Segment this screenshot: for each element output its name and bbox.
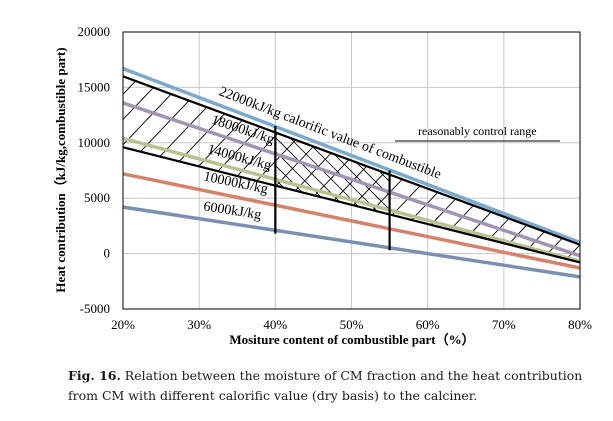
series-line-2 [122, 136, 581, 264]
x-tick-label: 50% [340, 317, 364, 332]
crosshatch-line [275, 132, 390, 215]
hatch-line [158, 76, 423, 263]
hatch-line [446, 76, 580, 263]
crosshatch-line [275, 132, 390, 215]
y-tick-label: 20000 [78, 24, 111, 39]
hatch-line [470, 76, 580, 263]
crosshatch-line [0, 32, 27, 309]
crosshatch-line [275, 132, 390, 215]
hatch-line [123, 76, 231, 263]
crosshatch-line [275, 132, 322, 215]
crosshatch-line [323, 132, 390, 215]
hatch-line [518, 76, 580, 263]
crosshatch-line [275, 132, 390, 215]
y-tick-label: 10000 [78, 135, 111, 150]
x-axis-title: Mositure content of combustible part（%） [229, 332, 474, 347]
chart: -5000 0 5000 10000 15000 20000 20% 30% 40% 50% 60… [0, 24, 613, 347]
y-tick-label: 5000 [84, 190, 110, 205]
control-verticals [274, 126, 391, 251]
crosshatch-line [0, 32, 13, 309]
y-axis-title: Heat contribution（kJ/kg,combustible part… [53, 47, 68, 292]
crosshatch-line [450, 32, 613, 309]
x-tick-label: 30% [187, 317, 211, 332]
curve-labels: 22000kJ/kg calorific value of combustibl… [202, 85, 443, 224]
crosshatch-line [0, 32, 83, 309]
figure-number: Fig. 16. [68, 368, 121, 383]
y-tick-labels: -5000 0 5000 10000 15000 20000 [78, 24, 111, 316]
crosshatch-line [275, 132, 390, 215]
x-tick-label: 20% [111, 317, 135, 332]
crosshatch-line [0, 32, 41, 309]
hatch-line [123, 76, 207, 263]
crosshatch-line [0, 32, 195, 309]
x-tick-label: 80% [568, 317, 592, 332]
hatch-line [0, 32, 14, 309]
y-tick-label: 0 [104, 246, 111, 261]
crosshatch-line [275, 132, 336, 215]
x-tick-label: 70% [492, 317, 516, 332]
y-tick-label: 15000 [78, 79, 111, 94]
series-line-0 [122, 66, 581, 245]
crosshatch-line [464, 32, 613, 309]
crosshatch-line [0, 32, 97, 309]
hatch-line [326, 76, 580, 263]
crosshatch-line [275, 132, 390, 215]
plot-frame [122, 31, 581, 310]
crosshatch-line [0, 32, 55, 309]
upper-bound-line [122, 75, 581, 246]
control-range-label: reasonably control range [418, 124, 537, 138]
crosshatch-line [0, 32, 237, 309]
x-tick-label: 60% [416, 317, 440, 332]
crosshatch-line [0, 32, 153, 309]
crosshatch-line [0, 32, 167, 309]
series-line-1 [122, 101, 581, 258]
crosshatch-line [0, 32, 181, 309]
lower-bound-line [122, 146, 581, 264]
series-line-4 [122, 205, 581, 279]
y-tick-label: -5000 [80, 301, 110, 316]
series-line-3 [122, 172, 581, 270]
hatch-line [591, 32, 613, 309]
hatch-line [0, 32, 86, 309]
series-lines [122, 66, 581, 279]
hatch-line [230, 76, 495, 263]
bound-lines [122, 75, 581, 264]
x-tick-label: 40% [263, 317, 287, 332]
caption-text: Relation between the moisture of CM frac… [68, 368, 583, 403]
hatch-line [123, 76, 183, 263]
crosshatch-line [0, 32, 139, 309]
crosshatch-line [0, 32, 223, 309]
x-tick-labels: 20% 30% 40% 50% 60% 70% 80% [111, 317, 592, 332]
crosshatch-line [275, 132, 390, 215]
hatch-line [0, 32, 38, 309]
crosshatch-line [0, 32, 209, 309]
figure-caption: Fig. 16. Relation between the moisture o… [68, 366, 603, 406]
hatch-line [123, 76, 327, 263]
